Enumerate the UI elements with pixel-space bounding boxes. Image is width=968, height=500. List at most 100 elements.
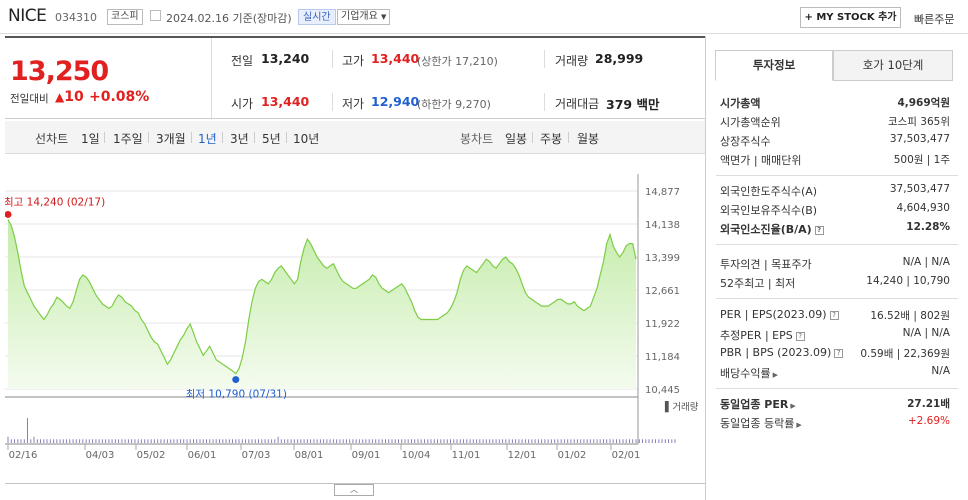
chevron-right-icon[interactable]: ▶ <box>796 421 802 429</box>
info-value: 4,969억원 <box>897 97 950 109</box>
x-tick-label: 02/16 <box>9 450 38 461</box>
volume-legend-label: 거래량 <box>672 401 698 413</box>
y-tick-label: 12,661 <box>645 286 680 297</box>
divider <box>211 38 212 120</box>
info-value: N/A | N/A <box>902 256 950 268</box>
info-row: PER | EPS(2023.09)? 16.52배 | 802원 <box>720 306 950 324</box>
tab-1w[interactable]: 1주일 <box>113 132 143 146</box>
info-row: 외국인한도주식수(A) 37,503,477 <box>720 181 950 199</box>
company-overview-dropdown[interactable]: 기업개요 ▼ <box>337 9 391 25</box>
help-icon[interactable]: ? <box>814 225 824 235</box>
change-label: 전일대비 <box>10 93 49 105</box>
x-tick-label: 05/02 <box>137 450 166 461</box>
info-row: 시가총액 4,969억원 <box>720 93 950 111</box>
y-tick-label: 14,138 <box>645 220 680 231</box>
tab-order-book[interactable]: 호가 10단계 <box>833 50 953 81</box>
y-tick-label: 11,922 <box>645 319 680 330</box>
amount-value: 379 백만 <box>606 94 659 113</box>
info-row: 외국인소진율(B/A)? 12.28% <box>720 219 950 237</box>
info-row: 추정PER | EPS? N/A | N/A <box>720 325 950 343</box>
tab-3m[interactable]: 3개월 <box>156 132 186 146</box>
info-value: 16.52배 | 802원 <box>870 310 950 322</box>
low-annotation: 최저 10,790 (07/31) <box>186 389 287 401</box>
info-row: PBR | BPS (2023.09)? 0.59배 | 22,369원 <box>720 344 950 362</box>
quick-order-button[interactable]: 빠른주문 <box>914 13 955 26</box>
tab-separator <box>254 132 255 143</box>
info-label: 52주최고 | 최저 <box>720 277 796 290</box>
company-overview-label: 기업개요 <box>341 11 378 22</box>
info-value: 코스피 365위 <box>887 116 950 128</box>
divider <box>332 50 333 68</box>
lower-limit-label: (하한가 9,270) <box>417 96 491 112</box>
realtime-button[interactable]: 실시간 <box>298 9 336 25</box>
tab-5y[interactable]: 5년 <box>262 132 281 146</box>
price-line <box>7 219 637 375</box>
collapse-toggle-button[interactable]: ︿ <box>334 484 374 496</box>
info-label: 액면가 | 매매단위 <box>720 154 802 167</box>
tab-1y[interactable]: 1년 <box>198 132 217 146</box>
divider <box>544 50 545 68</box>
tab-daily[interactable]: 일봉 <box>505 132 528 146</box>
info-row: 동일업종 PER ▶ 27.21배 <box>720 394 950 412</box>
high-marker <box>4 210 12 218</box>
chevron-right-icon[interactable]: ▶ <box>772 371 778 379</box>
help-icon[interactable]: ? <box>834 348 844 358</box>
upper-limit-label: (상한가 17,210) <box>417 53 498 69</box>
lower-limit-value: 9,270) <box>455 98 491 111</box>
tab-3y[interactable]: 3년 <box>230 132 249 146</box>
add-my-stock-button[interactable]: + MY STOCK 추가 <box>800 7 901 28</box>
change-value: ▲10 <box>55 89 84 105</box>
info-value: 27.21배 <box>907 398 950 410</box>
info-row: 투자의견 | 목표주가 N/A | N/A <box>720 254 950 272</box>
chevron-right-icon[interactable]: ▶ <box>790 402 796 410</box>
info-row: 외국인보유주식수(B) 4,604,930 <box>720 200 950 218</box>
high-annotation: 최고 14,240 (02/17) <box>5 196 105 208</box>
info-value: 0.59배 | 22,369원 <box>860 348 950 360</box>
price-chart[interactable]: 14,877 14,138 13,399 12,661 11,922 11,184 10,4… <box>4 154 705 500</box>
info-row: 시가총액순위 코스피 365위 <box>720 112 950 130</box>
candle-chart-label: 봉차트 <box>460 132 494 146</box>
stock-info-icon[interactable] <box>150 10 161 21</box>
volume-label: 거래량 <box>555 54 589 68</box>
tab-investment-info[interactable]: 투자정보 <box>715 50 833 81</box>
high-label: 고가 <box>342 54 365 68</box>
upper-limit-text: (상한가 <box>417 55 452 68</box>
info-value: 37,503,477 <box>889 133 950 145</box>
date-text: 2024.02.16 기준(장마감) <box>166 12 292 25</box>
x-tick-label: 01/02 <box>558 450 587 461</box>
info-value: 4,604,930 <box>896 202 950 214</box>
info-value: 500원 | 1주 <box>893 154 950 166</box>
open-label: 시가 <box>231 97 254 111</box>
stock-name: NICE <box>8 6 47 26</box>
help-icon[interactable]: ? <box>829 310 839 320</box>
chevron-down-icon: ▼ <box>381 13 387 21</box>
info-value: N/A <box>931 365 950 377</box>
tab-monthly[interactable]: 월봉 <box>577 132 600 146</box>
tab-10y[interactable]: 10년 <box>293 132 320 146</box>
tab-separator <box>104 132 105 143</box>
tab-separator <box>568 132 569 143</box>
info-label: 외국인한도주식수(A) <box>720 185 818 198</box>
x-tick-label: 10/04 <box>402 450 431 461</box>
y-tick-label: 11,184 <box>645 352 680 363</box>
market-badge: 코스피 <box>107 9 143 25</box>
tab-1d[interactable]: 1일 <box>81 132 100 146</box>
price-chart-svg: 14,877 14,138 13,399 12,661 11,922 11,184 10,4… <box>4 174 705 485</box>
chart-period-tabs: 선차트 1일 1주일 3개월 1년 3년 5년 10년 봉차트 일봉 주봉 월봉 <box>5 121 705 154</box>
price-area <box>8 219 636 389</box>
info-row: 동일업종 등락률 ▶ +2.69% <box>720 413 950 431</box>
info-label: 동일업종 등락률 ▶ <box>720 417 802 430</box>
info-label: 시가총액 <box>720 97 761 110</box>
info-value: N/A | N/A <box>902 327 950 339</box>
divider <box>332 93 333 111</box>
section-divider <box>716 388 958 389</box>
info-label: 상장주식수 <box>720 135 771 148</box>
info-value: 37,503,477 <box>889 183 950 195</box>
stock-header: NICE 034310 코스피 2024.02.16 기준(장마감) 실시간 기… <box>0 0 968 34</box>
tab-weekly[interactable]: 주봉 <box>540 132 563 146</box>
tab-separator <box>222 132 223 143</box>
help-icon[interactable]: ? <box>795 331 805 341</box>
info-label: PER | EPS(2023.09)? <box>720 308 839 321</box>
current-price: 13,250 <box>10 56 109 87</box>
x-tick-label: 12/01 <box>508 450 537 461</box>
